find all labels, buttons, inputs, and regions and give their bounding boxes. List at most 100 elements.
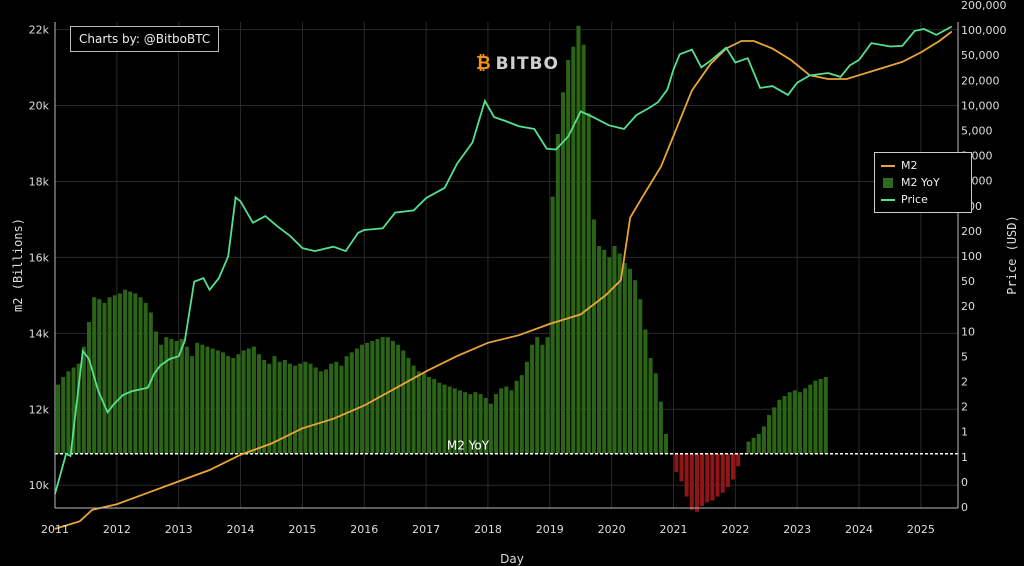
yoy-bar [782,395,787,454]
yoy-bar [442,384,447,454]
yoy-bar [473,392,478,454]
x-tick-label: 2021 [659,523,687,536]
bitbo-logo-text: BITBO [495,53,559,74]
x-tick-label: 2014 [227,523,255,536]
yoy-bar [112,295,117,454]
gridlines [54,22,958,508]
yoy-bar [81,346,86,454]
yoy-bar [117,293,122,454]
yoy-bar [638,299,643,454]
legend-swatch [881,198,895,201]
yoy-bar [535,337,540,454]
yoy-bar [71,367,76,454]
yoy-bar [488,403,493,454]
yoy-bar [277,361,282,454]
yoy-bar [246,348,251,454]
yoy-bar [375,339,380,454]
yoy-bar [226,356,231,454]
yoy-bar [566,59,571,454]
yoy-bar [282,359,287,454]
right-y-axis-label: Price (USD) [1005,215,1019,294]
m2-series-line [54,30,953,530]
yoy-bar [215,350,220,454]
yoy-bar [550,196,555,454]
legend-item-m2[interactable]: M2 [881,157,965,174]
yoy-bar [169,339,174,454]
yoy-bar [803,388,808,454]
yoy-bar [581,44,586,454]
yoy-bar [720,453,725,493]
yoy-bar [787,392,792,454]
yoy-bar [133,293,138,454]
yoy-bar [365,342,370,454]
yoy-bar [658,401,663,454]
yoy-bar [339,365,344,454]
yoy-bar [61,377,66,454]
yoy-bar [251,346,256,454]
yoy-bar [767,414,772,454]
left-tick-label: 14k [29,327,50,340]
chart-credit: Charts by: @BitboBTC [70,26,220,52]
yoy-bar [627,268,632,454]
yoy-bar [736,453,741,467]
right-tick-label: 0 [961,476,968,489]
x-tick-label: 2017 [412,523,440,536]
yoy-bar [323,369,329,454]
yoy-bar [530,344,535,454]
yoy-bar [571,46,576,454]
yoy-bar [56,384,61,454]
right-tick-label: 200,000 [961,0,1007,12]
yoy-bar [813,380,818,454]
legend-item-price[interactable]: Price [881,191,965,208]
left-tick-label: 20k [29,100,50,113]
yoy-bar [602,249,607,454]
yoy-bar [308,363,313,454]
yoy-bar [648,358,653,454]
yoy-bar [468,394,473,454]
right-tick-label: 100 [961,250,982,263]
chart-legend: M2 M2 YoY Price [874,152,972,213]
legend-label: Price [901,193,928,206]
yoy-bar [298,363,303,454]
right-tick-label: 10,000 [961,99,1000,112]
yoy-bar [761,426,766,454]
yoy-bar [725,453,730,488]
x-tick-label: 2022 [721,523,749,536]
x-tick-label: 2015 [288,523,316,536]
yoy-bar [818,378,823,454]
left-tick-label: 22k [29,24,50,37]
x-tick-label: 2013 [165,523,193,536]
yoy-bar [524,361,529,454]
left-tick-label: 16k [29,251,50,264]
bitbo-logo: ₿ BITBO [476,53,559,74]
yoy-bar [560,92,566,454]
yoy-bar [406,358,411,454]
right-tick-label: 20,000 [961,74,1000,87]
yoy-bar [267,363,272,454]
yoy-bar [66,371,71,454]
yoy-bar [287,363,292,454]
yoy-bar [504,386,509,454]
right-tick-label: 2 [961,376,968,389]
yoy-bar [123,289,128,454]
yoy-bar [519,375,524,454]
yoy-bar [447,386,452,454]
yoy-bar [607,257,612,454]
x-tick-label: 2016 [350,523,378,536]
yoy-bar [437,382,442,454]
yoy-bar [354,348,359,454]
yoy-bar [509,390,514,454]
yoy-bar [220,352,225,454]
yoy-bar [741,452,746,454]
yoy-bar [483,397,488,454]
yoy-zero-label: M2 YoY [447,439,490,453]
yoy-bar [205,346,210,454]
yoy-bar [684,453,689,497]
yoy-bar [174,340,179,454]
yoy-bar [555,134,560,454]
yoy-bar [257,354,262,454]
yoy-bar [195,342,200,454]
x-tick-label: 2018 [474,523,502,536]
legend-item-m2-yoy[interactable]: M2 YoY [881,174,965,191]
